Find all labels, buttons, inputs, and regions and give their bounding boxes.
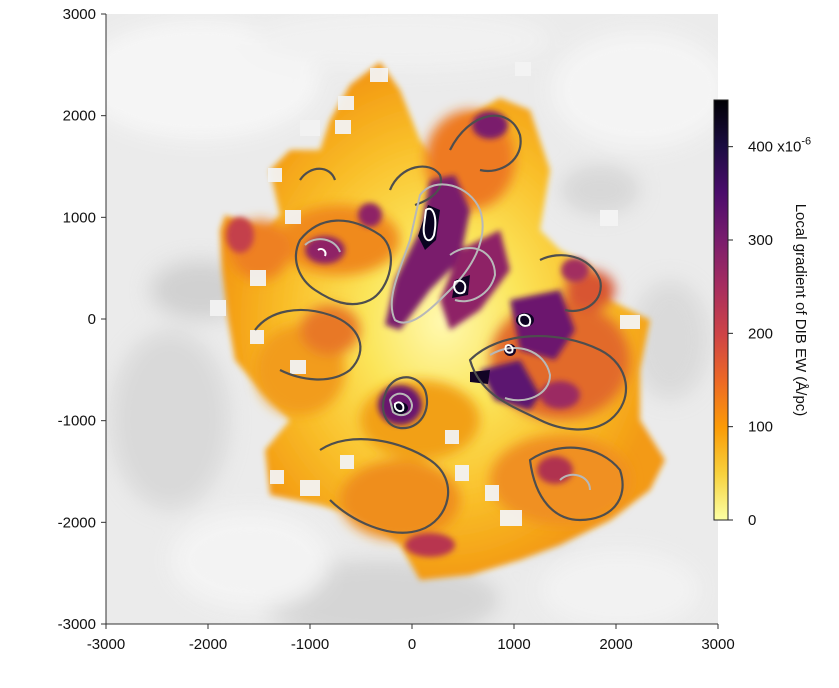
heatmap-plot-area (106, 14, 718, 624)
x-tick-label: -2000 (189, 636, 227, 653)
colorbar-label: Local gradient of DIB EW (Å/pc) (792, 204, 809, 417)
masked-cells (210, 62, 640, 526)
colorbar-tick-label: 400 x10-6 (748, 136, 811, 156)
x-tick-label: -1000 (291, 636, 329, 653)
y-tick-label: -2000 (58, 514, 96, 531)
y-tick-label: -3000 (58, 616, 96, 633)
x-tick-label: 0 (408, 636, 416, 653)
contour-dark (254, 114, 628, 534)
y-tick-label: 1000 (63, 209, 96, 226)
y-tick-label: 3000 (63, 6, 96, 23)
y-tick-label: 2000 (63, 108, 96, 125)
x-tick-label: 2000 (599, 636, 632, 653)
colorbar-gradient (713, 99, 729, 521)
x-tick-label: 3000 (701, 636, 734, 653)
colorbar-tick-label: 300 (748, 232, 773, 249)
x-axis-ticks: -3000 -2000 -1000 0 1000 2000 3000 (87, 624, 735, 653)
y-axis-ticks: 3000 2000 1000 0 -1000 -2000 -3000 (58, 6, 106, 633)
colorbar-tick-label: 200 (748, 325, 773, 342)
y-tick-label: -1000 (58, 413, 96, 430)
colorbar-tick-label: 0 (748, 512, 756, 529)
contour-light (304, 183, 591, 491)
contours (254, 114, 628, 534)
colorbar-ticks: 400 x10-6 300 200 100 0 (728, 136, 811, 529)
x-tick-label: 1000 (497, 636, 530, 653)
x-tick-label: -3000 (87, 636, 125, 653)
contour-white (317, 207, 532, 413)
colorbar: 400 x10-6 300 200 100 0 Local gradient of DI… (713, 99, 811, 529)
y-tick-label: 0 (88, 311, 96, 328)
colorbar-tick-label: 100 (748, 419, 773, 436)
colorbar-exponent: -6 (801, 136, 811, 148)
